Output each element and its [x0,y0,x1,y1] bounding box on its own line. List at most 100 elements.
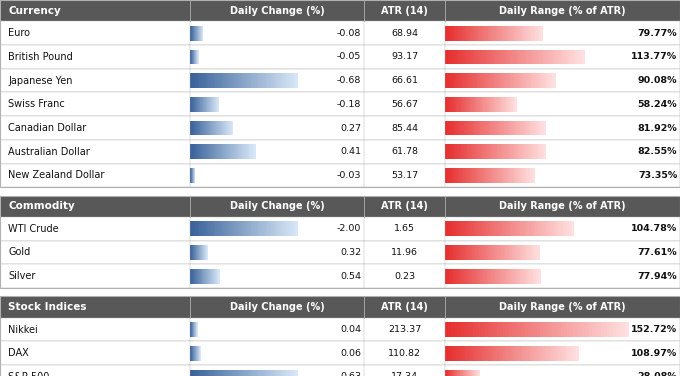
Bar [450,168,452,183]
Bar [626,322,629,337]
Bar [471,269,473,284]
Text: 0.41: 0.41 [340,147,361,156]
Bar [473,322,476,337]
Bar [471,50,473,64]
Bar [507,269,509,284]
Bar [466,144,468,159]
Bar [452,346,455,361]
Bar [479,97,481,112]
Bar [492,26,494,41]
Bar [445,245,447,260]
Bar [205,121,207,135]
Bar [219,73,221,88]
Bar [296,221,299,236]
Bar [207,144,209,159]
Bar [494,322,498,337]
Bar [0,196,680,288]
Bar [478,73,481,88]
Bar [509,144,511,159]
Bar [195,121,197,135]
Bar [468,269,469,284]
Bar [481,221,484,236]
Bar [475,221,477,236]
Bar [550,221,552,236]
Bar [458,322,461,337]
Bar [539,346,541,361]
Bar [499,168,501,183]
Bar [216,269,218,284]
Bar [526,144,528,159]
Bar [523,269,525,284]
Bar [517,26,519,41]
Bar [494,168,496,183]
Bar [216,269,217,284]
Bar [534,346,537,361]
Bar [284,370,286,376]
Bar [216,370,218,376]
Bar [469,168,471,183]
Bar [513,97,514,112]
Bar [575,50,577,64]
Bar [218,370,220,376]
Bar [477,121,479,135]
Bar [232,73,234,88]
Bar [269,370,271,376]
Bar [525,26,527,41]
Bar [524,144,526,159]
Bar [486,26,488,41]
Bar [196,269,197,284]
Bar [242,73,245,88]
Bar [460,245,462,260]
Bar [559,50,562,64]
Bar [218,269,219,284]
Bar [521,245,523,260]
Bar [479,97,480,112]
Bar [199,269,200,284]
Bar [475,50,478,64]
Bar [509,121,511,135]
Bar [490,121,492,135]
Bar [517,269,519,284]
Bar [526,50,529,64]
Bar [465,168,466,183]
Bar [534,144,537,159]
Bar [252,221,254,236]
Bar [448,322,452,337]
Bar [287,221,289,236]
Bar [518,221,520,236]
Bar [254,144,256,159]
Bar [196,121,197,135]
Bar [192,144,193,159]
Bar [209,121,211,135]
Bar [0,21,680,45]
Bar [212,97,213,112]
Bar [530,121,532,135]
Bar [294,221,296,236]
Bar [545,144,547,159]
Bar [479,346,481,361]
Bar [200,269,201,284]
Bar [231,121,232,135]
Bar [555,322,558,337]
Bar [228,73,230,88]
Bar [198,269,199,284]
Bar [520,221,522,236]
Bar [464,97,466,112]
Bar [508,168,510,183]
Text: 79.77%: 79.77% [638,29,677,38]
Bar [571,322,574,337]
Bar [524,245,526,260]
Bar [447,73,449,88]
Bar [210,144,211,159]
Bar [201,370,203,376]
Bar [292,370,294,376]
Bar [458,26,460,41]
Bar [448,168,450,183]
Bar [508,50,511,64]
Bar [258,370,260,376]
Bar [211,269,212,284]
Bar [445,144,447,159]
Bar [234,144,235,159]
Bar [291,370,293,376]
Bar [453,168,455,183]
